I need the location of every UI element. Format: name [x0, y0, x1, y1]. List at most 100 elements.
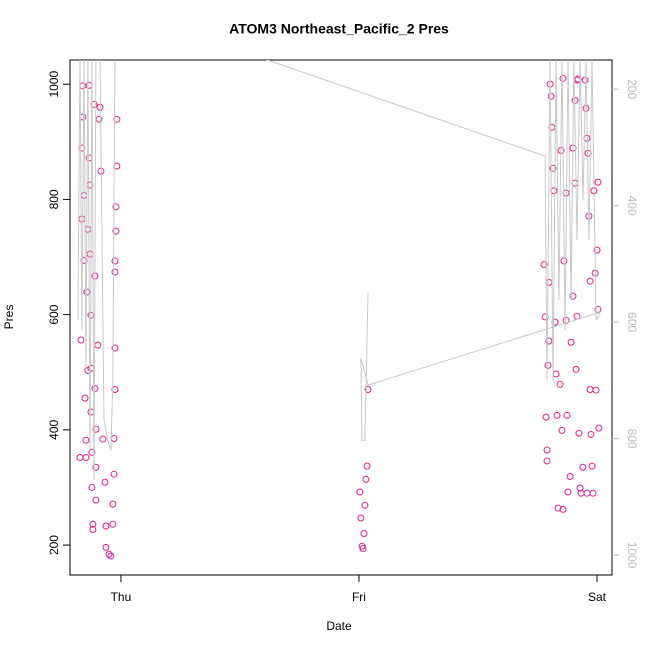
point [78, 215, 86, 223]
y-tick-label: 200 [47, 535, 61, 555]
point [540, 261, 548, 269]
point [110, 470, 118, 478]
series-line [77, 60, 602, 481]
point [91, 384, 99, 392]
point [110, 434, 118, 442]
point [92, 496, 100, 504]
point [113, 162, 121, 170]
point [92, 425, 100, 433]
point [594, 178, 602, 186]
point [563, 411, 571, 419]
point [86, 250, 94, 258]
point [551, 318, 559, 326]
point [363, 462, 371, 470]
point [102, 522, 110, 530]
point [357, 514, 365, 522]
point [102, 543, 110, 551]
y2-tick-label: 1000 [625, 542, 639, 569]
point [581, 76, 589, 84]
point [564, 488, 572, 496]
point [82, 453, 90, 461]
point [572, 365, 580, 373]
point [92, 463, 100, 471]
point [112, 227, 120, 235]
point [592, 386, 600, 394]
point [356, 488, 364, 496]
point [556, 380, 564, 388]
point [567, 338, 575, 346]
point [360, 530, 368, 538]
point [559, 505, 567, 513]
point [554, 504, 562, 512]
point [87, 408, 95, 416]
point [586, 277, 594, 285]
point [586, 386, 594, 394]
point [558, 426, 566, 434]
y-tick-label: 800 [47, 189, 61, 209]
point [587, 430, 595, 438]
point [89, 525, 97, 533]
point [579, 463, 587, 471]
point [589, 489, 597, 497]
point [364, 386, 372, 394]
y-tick-label: 1000 [47, 71, 61, 98]
point [545, 278, 553, 286]
x-tick-label: Thu [111, 590, 132, 604]
point [113, 115, 121, 123]
plot-frame [69, 59, 613, 576]
point [77, 336, 85, 344]
point [84, 225, 92, 233]
y2-tick-label: 800 [625, 429, 639, 449]
point [593, 246, 601, 254]
point [543, 446, 551, 454]
point [78, 144, 86, 152]
point [583, 489, 591, 497]
point [566, 472, 574, 480]
point [79, 82, 87, 90]
x-tick-label: Fri [352, 590, 366, 604]
point [109, 500, 117, 508]
point [569, 292, 577, 300]
point [547, 92, 555, 100]
point [82, 436, 90, 444]
point [112, 203, 120, 211]
point [88, 448, 96, 456]
point [105, 550, 113, 558]
y-tick-label: 400 [47, 420, 61, 440]
y-tick-label: 600 [47, 304, 61, 324]
point [96, 103, 104, 111]
point [99, 435, 107, 443]
point [362, 475, 370, 483]
point [550, 187, 558, 195]
point [542, 413, 550, 421]
point [89, 520, 97, 528]
point [549, 164, 557, 172]
point [571, 179, 579, 187]
point [543, 457, 551, 465]
point [111, 268, 119, 276]
point [594, 305, 602, 313]
point [575, 429, 583, 437]
point [88, 483, 96, 491]
point [109, 520, 117, 528]
point [85, 81, 93, 89]
point [559, 74, 567, 82]
point [101, 478, 109, 486]
point [111, 344, 119, 352]
chart-title: ATOM3 Northeast_Pacific_2 Pres [229, 21, 449, 37]
x-tick-label: Sat [588, 590, 607, 604]
point [76, 453, 84, 461]
point [582, 104, 590, 112]
point [81, 394, 89, 402]
point [80, 191, 88, 199]
point [107, 552, 115, 560]
point [111, 257, 119, 265]
point [90, 100, 98, 108]
point [553, 411, 561, 419]
y-axis-label: Pres [2, 305, 16, 330]
point [94, 341, 102, 349]
x-axis-label: Date [326, 619, 352, 633]
point [576, 484, 584, 492]
point [359, 545, 367, 553]
